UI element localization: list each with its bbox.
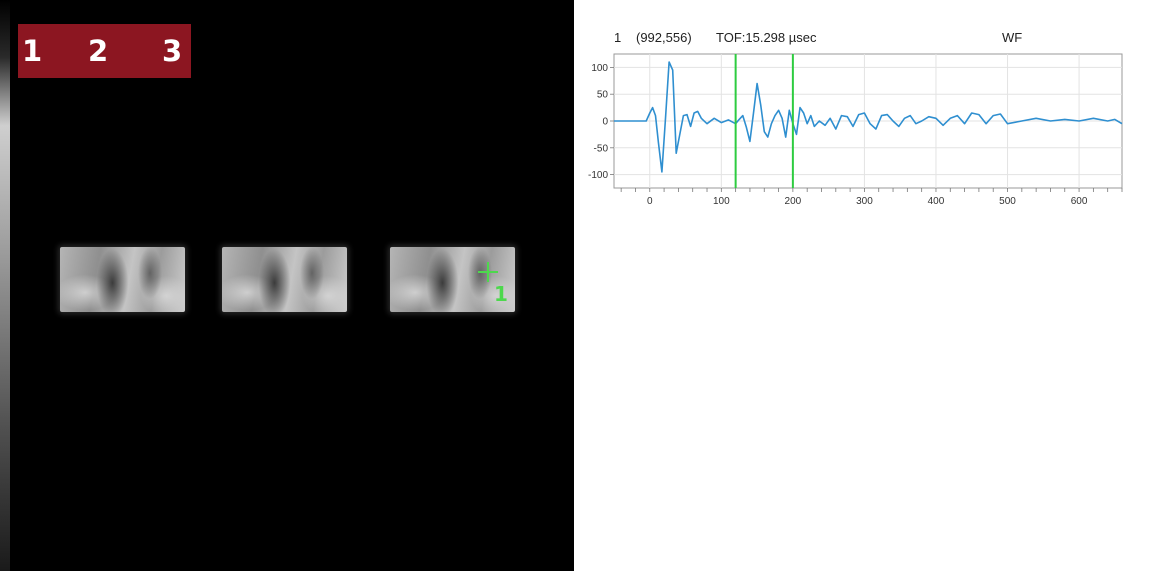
specimen-scan-2: [222, 247, 347, 312]
waveform-tof: TOF:15.298 µsec: [716, 30, 817, 45]
x-tick-label: 100: [713, 196, 730, 207]
waveform-coordinates: (992,556): [636, 30, 692, 45]
x-tick-label: 400: [928, 196, 945, 207]
y-tick-label: -100: [588, 170, 608, 181]
specimen-label-1: 1: [22, 34, 43, 68]
x-tick-label: 200: [785, 196, 802, 207]
specimen-label-3: 3: [162, 34, 183, 68]
x-tick-label: 600: [1071, 196, 1088, 207]
specimen-label-banner: 1 2 3: [18, 24, 191, 78]
specimen-scan-1: [60, 247, 185, 312]
x-tick-label: 300: [856, 196, 873, 207]
crosshair-icon[interactable]: [478, 262, 498, 282]
waveform-line: [614, 61, 1123, 173]
specimen-label-2: 2: [88, 34, 109, 68]
y-tick-label: 50: [597, 90, 609, 101]
x-tick-label: 0: [647, 196, 653, 207]
x-tick-label: 500: [999, 196, 1016, 207]
specimen-scan-3: [390, 247, 515, 312]
waveform-channel: 1: [614, 30, 622, 45]
y-tick-label: 100: [591, 63, 608, 74]
cursor-marker-label: 1: [494, 282, 508, 306]
scan-edge-gradient: [0, 0, 10, 571]
y-tick-label: 0: [602, 117, 608, 128]
scan-image-panel: 1 2 3 1: [0, 0, 574, 571]
waveform-mode: WF: [1002, 30, 1023, 45]
y-tick-label: -50: [594, 143, 609, 154]
crosshair-vertical: [487, 262, 489, 282]
